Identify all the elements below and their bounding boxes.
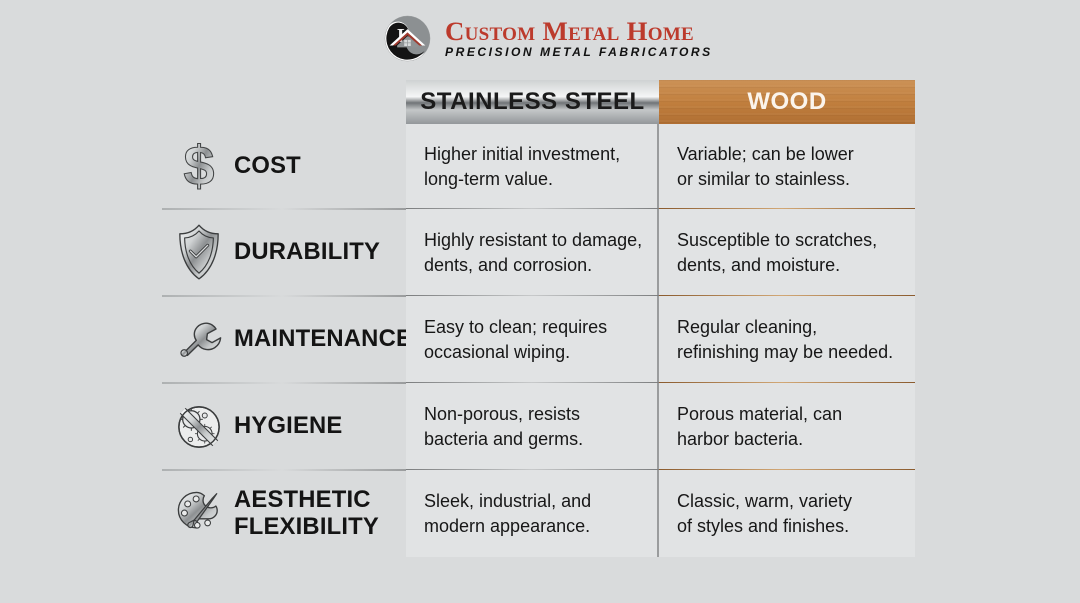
svg-text:$: $: [184, 137, 215, 197]
